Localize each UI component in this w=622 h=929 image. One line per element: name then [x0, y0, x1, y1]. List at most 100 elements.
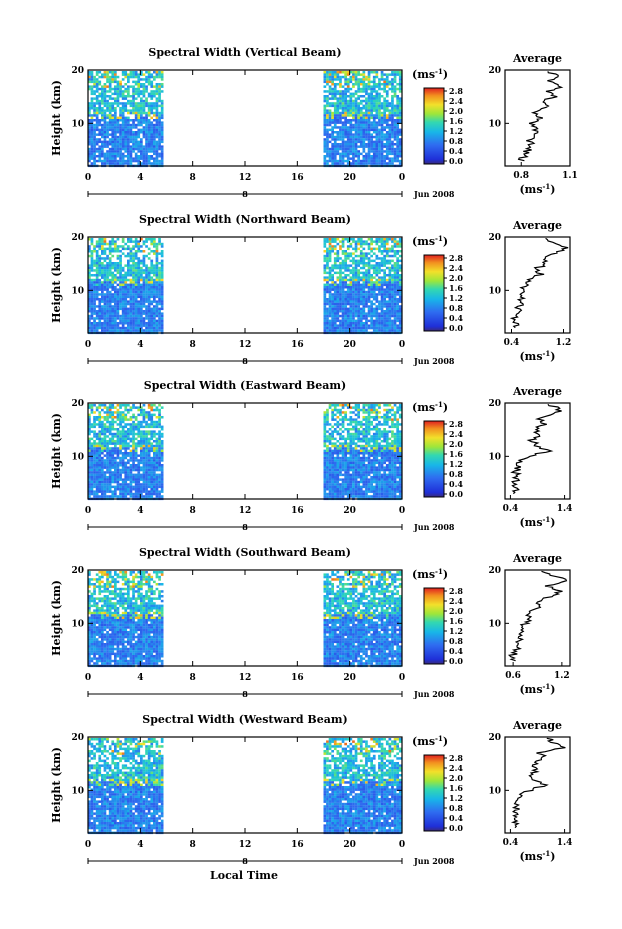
heatmap-cell [134, 478, 138, 481]
heatmap-cell [137, 162, 141, 165]
heatmap-cell [339, 107, 342, 110]
heatmap-cell [145, 485, 148, 489]
heatmap-cell [385, 140, 389, 144]
heatmap-cell [328, 310, 332, 313]
heatmap-cell [370, 242, 373, 246]
heatmap-cell [388, 247, 392, 251]
heatmap-cell [147, 468, 151, 472]
heatmap-cell [354, 271, 358, 275]
heatmap-cell [155, 492, 159, 496]
heatmap-cell [357, 162, 360, 165]
heatmap-cell [354, 71, 358, 74]
heatmap-cell [362, 143, 366, 146]
heatmap-cell [106, 269, 109, 272]
heatmap-cell [147, 150, 151, 153]
heatmap-cell [359, 80, 363, 84]
heatmap-cell [341, 307, 345, 311]
heatmap-cell [388, 104, 392, 108]
heatmap-cell [158, 252, 161, 255]
heatmap-cell [127, 288, 130, 291]
heatmap-cell [101, 97, 104, 100]
heatmap-cell [160, 75, 164, 79]
heatmap-cell [103, 269, 107, 272]
average-xlabel: (ms-1) [519, 349, 555, 363]
heatmap-cell [155, 83, 159, 86]
heatmap-cell [134, 155, 138, 158]
heatmap-cell [346, 238, 350, 241]
heatmap-cell [137, 116, 141, 120]
heatmap-cell [331, 310, 334, 313]
heatmap-cell [111, 495, 115, 498]
heatmap-cell [346, 78, 350, 81]
heatmap-cell [357, 138, 360, 141]
heatmap-cell [378, 131, 381, 134]
heatmap-cell [124, 274, 128, 277]
heatmap-cell [341, 143, 345, 146]
heatmap-cell [145, 454, 148, 457]
heatmap-cell [380, 298, 384, 301]
heatmap-cell [333, 310, 337, 313]
heatmap-cell [95, 286, 99, 289]
heatmap-cell [108, 423, 112, 426]
colorbar-tick-label: 1.6 [449, 283, 463, 293]
heatmap-cell [155, 162, 159, 165]
heatmap-cell [333, 109, 337, 112]
heatmap-cell [137, 300, 141, 303]
heatmap-cell [111, 97, 115, 100]
heatmap-cell [129, 492, 133, 496]
heatmap-cell [106, 420, 109, 424]
heatmap-cell [367, 104, 371, 108]
heatmap-cell [357, 109, 360, 112]
heatmap-cell [103, 310, 107, 313]
heatmap-cell [346, 107, 350, 110]
heatmap-cell [93, 326, 96, 330]
heatmap-cell [383, 73, 386, 76]
heatmap-cell [383, 85, 386, 88]
heatmap-cell [378, 138, 381, 141]
heatmap-cell [352, 107, 355, 110]
heatmap-cell [114, 140, 117, 144]
heatmap-cell [359, 83, 363, 86]
heatmap-cell [375, 102, 379, 105]
heatmap-cell [150, 461, 154, 465]
heatmap-cell [129, 281, 133, 284]
heatmap-cell [137, 150, 141, 153]
heatmap-cell [95, 449, 99, 453]
heatmap-cell [385, 131, 389, 134]
heatmap-cell [108, 476, 112, 479]
heatmap-cell [331, 240, 334, 243]
heatmap-cell [145, 295, 148, 299]
heatmap-cell [367, 286, 371, 289]
colorbar-tick-label: 2.8 [449, 253, 463, 263]
heatmap-cell [158, 159, 161, 163]
heatmap-cell [108, 107, 112, 110]
heatmap-cell [103, 87, 107, 91]
heatmap-cell [336, 252, 340, 255]
heatmap-cell [93, 317, 96, 320]
heatmap-cell [160, 85, 164, 88]
heatmap-cell [88, 416, 91, 419]
heatmap-cell [114, 435, 117, 438]
heatmap-cell [396, 317, 399, 320]
heatmap-cell [137, 107, 141, 110]
heatmap-cell [341, 271, 345, 275]
heatmap-cell [147, 490, 151, 493]
heatmap-cell [95, 492, 99, 496]
heatmap-cell [132, 75, 135, 79]
heatmap-cell [339, 298, 342, 301]
heatmap-cell [103, 95, 107, 98]
heatmap-cell [114, 456, 117, 460]
heatmap-cell [349, 109, 353, 112]
heatmap-cell [101, 468, 104, 472]
heatmap-cell [108, 298, 112, 301]
heatmap-cell [323, 80, 327, 84]
heatmap-cell [116, 254, 120, 258]
heatmap-cell [119, 155, 122, 158]
heatmap-cell [346, 314, 350, 318]
heatmap-cell [93, 157, 96, 160]
heatmap-cell [354, 119, 358, 122]
heatmap-cell [101, 492, 104, 496]
heatmap-cell [354, 73, 358, 76]
heatmap-cell [150, 286, 154, 289]
heatmap-cell [359, 123, 363, 127]
